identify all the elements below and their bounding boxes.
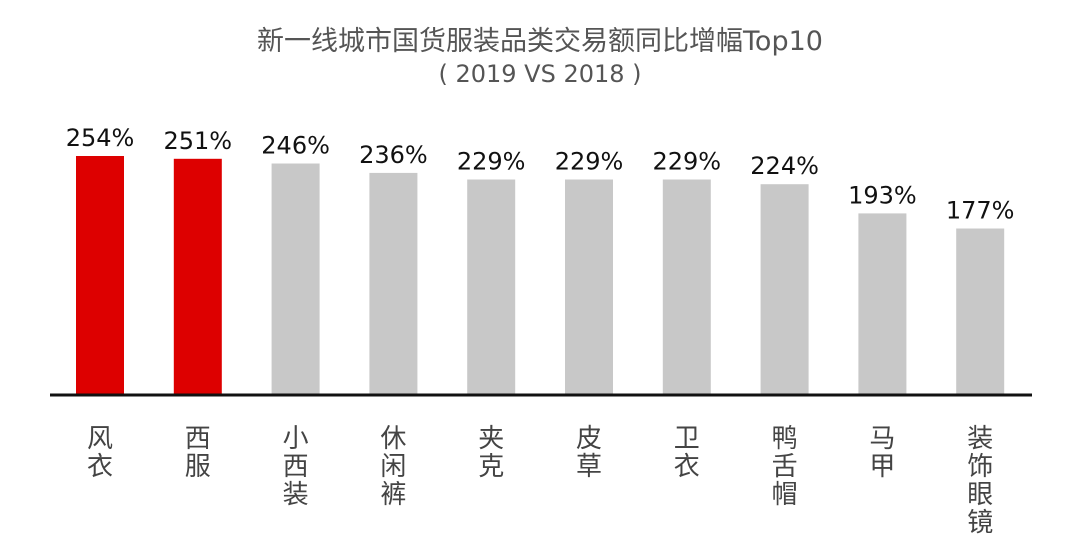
value-label-2: 251% bbox=[163, 127, 232, 155]
bar-3 bbox=[271, 163, 320, 395]
bar-1 bbox=[76, 156, 124, 395]
category-label-3: 小西装 bbox=[283, 424, 309, 510]
bar-6 bbox=[565, 179, 613, 395]
value-label-1: 254% bbox=[66, 124, 135, 152]
value-label-9: 193% bbox=[848, 181, 917, 209]
bar-8 bbox=[760, 184, 809, 395]
value-label-3: 246% bbox=[261, 132, 330, 160]
bar-5 bbox=[467, 179, 516, 395]
chart-subtitle: ( 2019 VS 2018 ) bbox=[438, 60, 641, 88]
category-label-8: 鸭舌帽 bbox=[772, 424, 798, 510]
value-label-7: 229% bbox=[652, 148, 721, 176]
value-label-4: 236% bbox=[359, 141, 428, 169]
value-label-6: 229% bbox=[555, 148, 624, 176]
category-label-9: 马甲 bbox=[869, 424, 895, 482]
category-labels-layer: 风衣 西服 小西装 休闲裤 夹克 皮草 卫衣 鸭舌帽 马甲 装饰眼镜 bbox=[87, 424, 993, 538]
value-label-10: 177% bbox=[946, 197, 1015, 225]
category-label-6: 皮草 bbox=[576, 424, 602, 482]
category-label-1: 风衣 bbox=[87, 424, 113, 482]
bar-9 bbox=[858, 213, 907, 395]
bar-7 bbox=[662, 179, 711, 395]
bar-10 bbox=[956, 228, 1005, 395]
category-label-5: 夹克 bbox=[478, 424, 504, 482]
value-label-8: 224% bbox=[750, 152, 819, 180]
category-label-4: 休闲裤 bbox=[380, 424, 406, 510]
chart-title: 新一线城市国货服装品类交易额同比增幅Top10 bbox=[257, 26, 823, 57]
value-label-5: 229% bbox=[457, 148, 526, 176]
category-label-2: 西服 bbox=[185, 424, 211, 482]
bar-2 bbox=[173, 158, 222, 395]
category-label-7: 卫衣 bbox=[674, 424, 700, 482]
bar-4 bbox=[369, 172, 418, 395]
bars-layer bbox=[76, 156, 1005, 395]
category-label-10: 装饰眼镜 bbox=[967, 424, 993, 538]
value-labels-layer: 254% 251% 246% 236% 229% 229% 229% 224% 193% 177% bbox=[66, 124, 1015, 225]
